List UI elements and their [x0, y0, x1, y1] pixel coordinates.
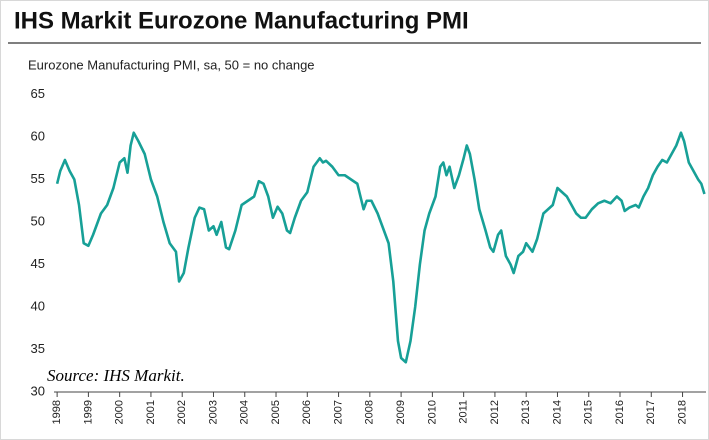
- x-tick-label: 1999: [82, 400, 94, 424]
- x-tick-label: 2006: [301, 400, 313, 424]
- y-tick-label: 65: [31, 86, 45, 101]
- y-tick-label: 40: [31, 298, 45, 313]
- x-tick-label: 2008: [364, 400, 376, 424]
- chart-title: IHS Markit Eurozone Manufacturing PMI: [14, 7, 469, 34]
- x-tick-label: 2015: [583, 400, 595, 424]
- x-tick-label: 2001: [145, 400, 157, 424]
- x-tick-label: 2004: [239, 400, 251, 424]
- y-tick-label: 50: [31, 213, 45, 228]
- x-tick-label: 2005: [270, 400, 282, 424]
- x-tick-label: 2000: [114, 400, 126, 424]
- y-tick-label: 35: [31, 341, 45, 356]
- chart-subtitle: Eurozone Manufacturing PMI, sa, 50 = no …: [28, 57, 315, 72]
- x-tick-label: 2016: [614, 400, 626, 424]
- x-tick-label: 2003: [207, 400, 219, 424]
- y-tick-label: 60: [31, 128, 45, 143]
- x-tick-label: 2007: [332, 400, 344, 424]
- pmi-line: [55, 131, 706, 364]
- x-tick-label: 2013: [520, 400, 532, 424]
- y-tick-label: 30: [31, 383, 45, 398]
- x-tick-label: 2012: [489, 400, 501, 424]
- x-tick-label: 2010: [426, 400, 438, 424]
- y-tick-label: 45: [31, 256, 45, 271]
- x-tick-label: 2018: [676, 400, 688, 424]
- x-tick-label: 1998: [51, 400, 63, 424]
- x-tick-label: 2011: [458, 400, 470, 424]
- x-tick-label: 2009: [395, 400, 407, 424]
- y-tick-label: 55: [31, 171, 45, 186]
- x-tick-label: 2017: [645, 400, 657, 424]
- source-note: Source: IHS Markit.: [47, 366, 185, 385]
- x-tick-label: 2002: [176, 400, 188, 424]
- x-tick-label: 2014: [551, 400, 563, 424]
